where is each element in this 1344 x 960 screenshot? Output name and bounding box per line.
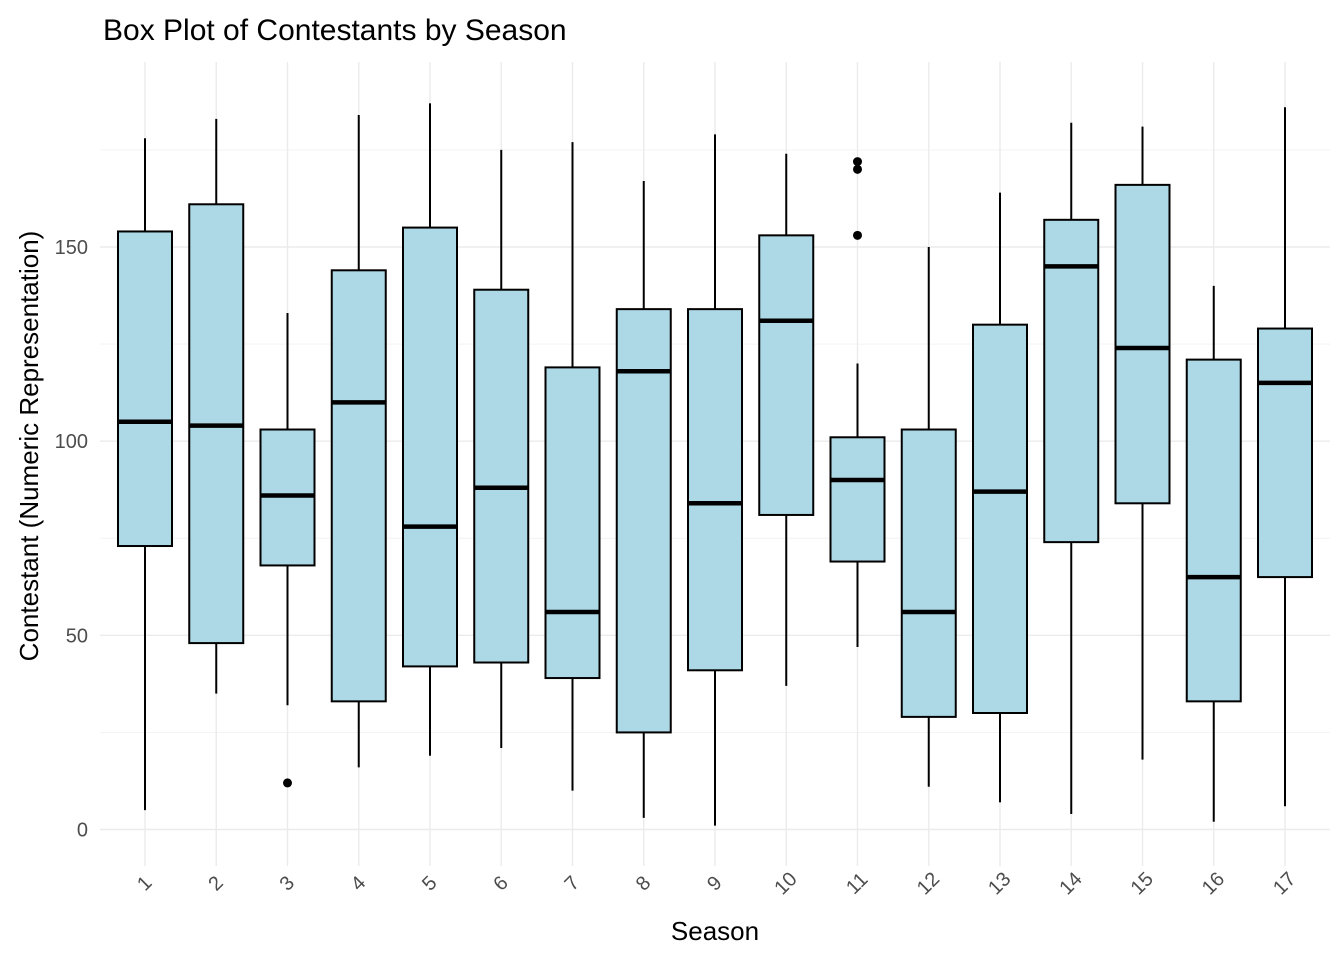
x-tick-label: 10: [770, 868, 801, 899]
iqr-box: [117, 230, 173, 548]
x-tick-label: 15: [1127, 868, 1158, 899]
iqr-box: [1043, 218, 1100, 544]
iqr-box: [615, 308, 672, 734]
y-axis-ticks: 0 50 100 150: [55, 237, 88, 842]
box-season-3: [259, 313, 316, 788]
x-tick-label: 2: [204, 872, 227, 895]
box-season-14: [1043, 122, 1100, 814]
box-season-5: [402, 103, 458, 756]
x-tick-label: 8: [632, 872, 655, 895]
outlier-point: [853, 230, 862, 240]
y-tick-label: 50: [66, 625, 88, 647]
iqr-box: [1257, 327, 1313, 579]
box-season-10: [758, 153, 815, 686]
box-season-4: [330, 114, 387, 768]
x-tick-label: 17: [1269, 868, 1300, 899]
x-tick-label: 4: [347, 872, 370, 895]
iqr-box: [330, 269, 387, 703]
iqr-box: [829, 436, 886, 563]
box-season-1: [117, 138, 173, 811]
x-axis-title: Season: [671, 916, 759, 946]
iqr-box: [900, 428, 957, 718]
x-tick-label: 1: [133, 872, 156, 895]
y-tick-label: 100: [55, 431, 88, 453]
iqr-box: [473, 288, 530, 664]
y-tick-label: 0: [77, 820, 88, 842]
box-season-9: [687, 134, 743, 826]
box-season-8: [615, 180, 672, 818]
x-axis-ticks: 1 2 3 4 5 6 7 8 9 10 11 12 13 14 15 16 17: [133, 868, 1300, 899]
x-tick-label: 6: [489, 872, 512, 895]
iqr-box: [972, 323, 1028, 714]
outlier-point: [853, 157, 862, 167]
box-season-16: [1185, 285, 1242, 822]
box-season-12: [900, 247, 957, 787]
iqr-box: [544, 366, 601, 680]
x-tick-label: 11: [842, 869, 872, 899]
iqr-box: [1114, 183, 1171, 505]
box-season-11: [829, 157, 886, 647]
box-season-17: [1257, 107, 1313, 807]
iqr-box: [758, 234, 815, 516]
box-season-6: [473, 149, 530, 748]
x-tick-label: 13: [984, 868, 1015, 899]
box-season-7: [544, 142, 601, 791]
x-tick-label: 14: [1055, 868, 1086, 899]
x-tick-label: 7: [561, 872, 584, 895]
y-axis-title: Contestant (Numeric Representation): [14, 231, 44, 662]
box-season-15: [1114, 126, 1171, 760]
iqr-box: [402, 226, 458, 668]
x-tick-label: 9: [703, 872, 726, 895]
y-tick-label: 150: [55, 237, 88, 259]
outlier-point: [853, 164, 862, 174]
box-series: [117, 103, 1313, 826]
x-tick-label: 5: [418, 872, 441, 895]
iqr-box: [687, 308, 743, 672]
x-tick-label: 16: [1198, 868, 1229, 899]
box-season-13: [972, 192, 1028, 803]
x-tick-label: 12: [913, 868, 944, 899]
iqr-box: [1185, 358, 1242, 703]
outlier-point: [283, 778, 292, 788]
x-tick-label: 3: [276, 872, 299, 895]
box-season-2: [188, 118, 245, 694]
chart-title: Box Plot of Contestants by Season: [103, 14, 567, 47]
